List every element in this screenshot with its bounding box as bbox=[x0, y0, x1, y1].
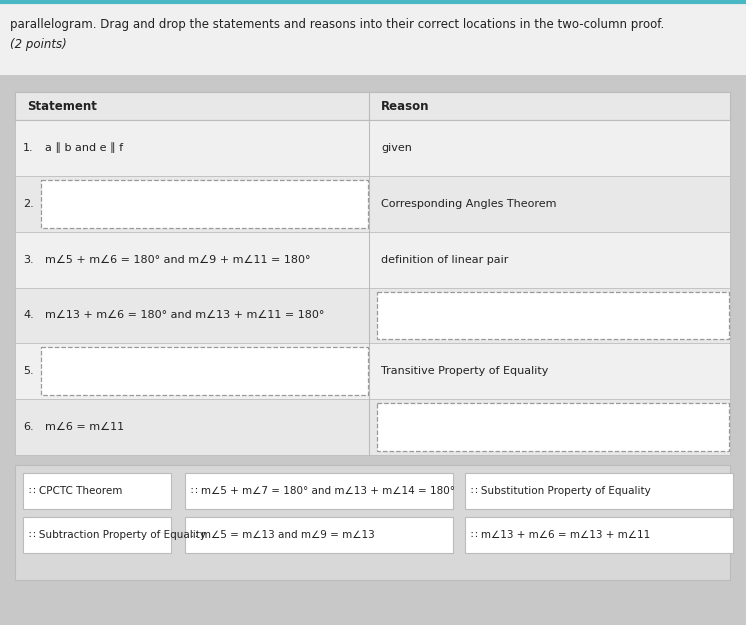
FancyBboxPatch shape bbox=[185, 473, 453, 509]
Text: 2.: 2. bbox=[23, 199, 34, 209]
Text: 5.: 5. bbox=[23, 366, 34, 376]
Text: ∷ m∠13 + m∠6 = m∠13 + m∠11: ∷ m∠13 + m∠6 = m∠13 + m∠11 bbox=[471, 530, 651, 540]
Text: 1.: 1. bbox=[23, 143, 34, 153]
Text: parallelogram. Drag and drop the statements and reasons into their correct locat: parallelogram. Drag and drop the stateme… bbox=[10, 18, 664, 31]
Text: ∷ Substitution Property of Equality: ∷ Substitution Property of Equality bbox=[471, 486, 651, 496]
Text: Transitive Property of Equality: Transitive Property of Equality bbox=[381, 366, 548, 376]
FancyBboxPatch shape bbox=[15, 92, 730, 455]
Text: m∠5 + m∠6 = 180° and m∠9 + m∠11 = 180°: m∠5 + m∠6 = 180° and m∠9 + m∠11 = 180° bbox=[45, 254, 310, 264]
Text: a ∥ b and e ∥ f: a ∥ b and e ∥ f bbox=[45, 142, 123, 153]
Text: (2 points): (2 points) bbox=[10, 38, 66, 51]
FancyBboxPatch shape bbox=[15, 465, 730, 580]
Text: definition of linear pair: definition of linear pair bbox=[381, 254, 508, 264]
FancyBboxPatch shape bbox=[377, 291, 729, 339]
FancyBboxPatch shape bbox=[15, 343, 730, 399]
FancyBboxPatch shape bbox=[41, 180, 368, 228]
Text: m∠6 = m∠11: m∠6 = m∠11 bbox=[45, 422, 124, 432]
Text: given: given bbox=[381, 143, 412, 153]
FancyBboxPatch shape bbox=[15, 399, 730, 455]
Text: ∷ Subtraction Property of Equality: ∷ Subtraction Property of Equality bbox=[29, 530, 206, 540]
FancyBboxPatch shape bbox=[41, 348, 368, 395]
Text: 4.: 4. bbox=[23, 311, 34, 321]
Text: Reason: Reason bbox=[381, 99, 430, 112]
Text: 3.: 3. bbox=[23, 254, 34, 264]
FancyBboxPatch shape bbox=[15, 120, 730, 176]
FancyBboxPatch shape bbox=[465, 517, 733, 553]
Text: ∷ CPCTC Theorem: ∷ CPCTC Theorem bbox=[29, 486, 122, 496]
Text: Statement: Statement bbox=[27, 99, 97, 112]
Text: ∷ m∠5 = m∠13 and m∠9 = m∠13: ∷ m∠5 = m∠13 and m∠9 = m∠13 bbox=[191, 530, 374, 540]
FancyBboxPatch shape bbox=[465, 473, 733, 509]
Text: ∷ m∠5 + m∠7 = 180° and m∠13 + m∠14 = 180°: ∷ m∠5 + m∠7 = 180° and m∠13 + m∠14 = 180… bbox=[191, 486, 455, 496]
FancyBboxPatch shape bbox=[15, 176, 730, 232]
FancyBboxPatch shape bbox=[0, 0, 746, 75]
FancyBboxPatch shape bbox=[15, 92, 730, 120]
Text: m∠13 + m∠6 = 180° and m∠13 + m∠11 = 180°: m∠13 + m∠6 = 180° and m∠13 + m∠11 = 180° bbox=[45, 311, 325, 321]
Text: 6.: 6. bbox=[23, 422, 34, 432]
FancyBboxPatch shape bbox=[15, 232, 730, 288]
FancyBboxPatch shape bbox=[23, 473, 171, 509]
Text: Corresponding Angles Theorem: Corresponding Angles Theorem bbox=[381, 199, 557, 209]
FancyBboxPatch shape bbox=[185, 517, 453, 553]
FancyBboxPatch shape bbox=[15, 288, 730, 343]
FancyBboxPatch shape bbox=[377, 403, 729, 451]
FancyBboxPatch shape bbox=[23, 517, 171, 553]
